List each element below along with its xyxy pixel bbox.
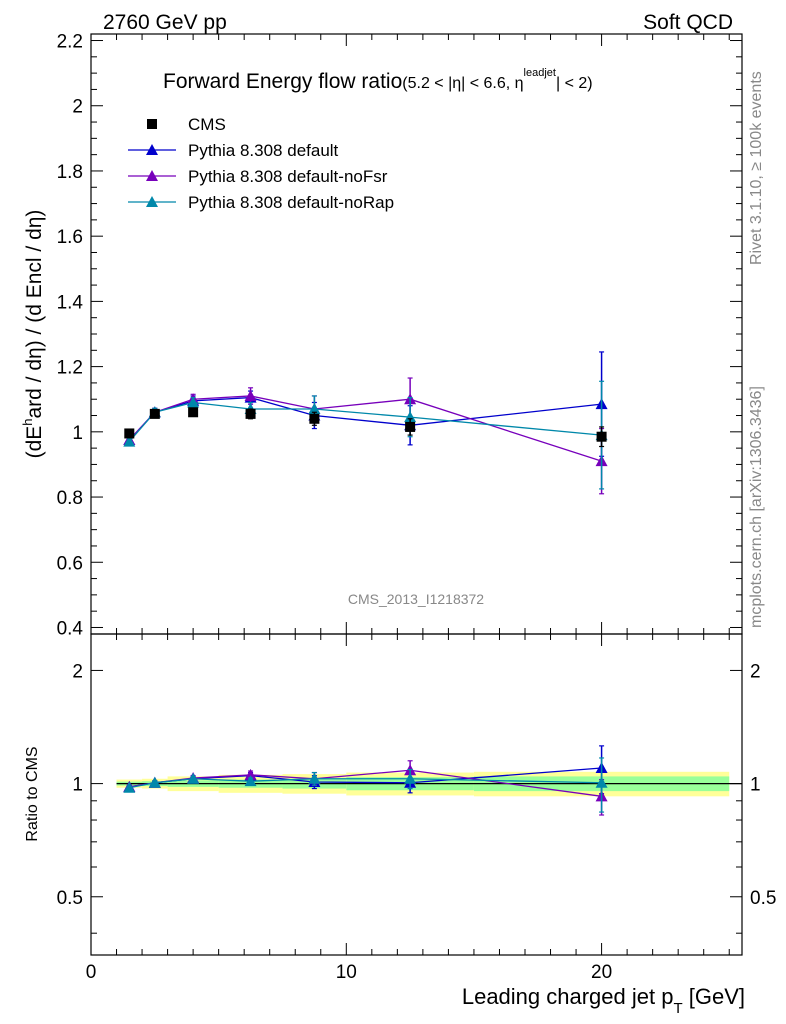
ratio-y-tick-label: 0.5 — [57, 888, 83, 909]
data-point — [149, 408, 160, 419]
data-point — [245, 408, 256, 419]
y-tick-label: 0.6 — [57, 553, 83, 574]
x-axis-label: Leading charged jet pT [GeV] — [462, 984, 745, 1017]
ratio-y-tick-label-right: 0.5 — [750, 888, 776, 909]
series-0 — [124, 407, 607, 448]
x-tick-label: 20 — [591, 962, 612, 983]
legend-label: Pythia 8.308 default-noFsr — [188, 167, 388, 186]
data-point — [123, 435, 136, 447]
data-point — [309, 413, 320, 424]
y-tick-label: 1 — [72, 423, 83, 444]
ratio-data-point — [123, 781, 136, 793]
y-tick-label: 0.4 — [57, 618, 84, 639]
ratio-data-point — [148, 776, 161, 788]
x-tick-label: 0 — [86, 962, 97, 983]
data-point — [188, 407, 199, 418]
x-tick-label: 10 — [336, 962, 357, 983]
ratio-data-point — [404, 772, 417, 784]
legend-entry: CMS — [147, 115, 226, 134]
ratio-panel: 0.5 0.51 12 20 10 20 Ratio to CMS Leading cha… — [24, 633, 776, 1017]
y-tick-label: 1.6 — [57, 227, 83, 248]
rivet-label: Rivet 3.1.10, ≥ 100k events — [748, 71, 765, 265]
legend-marker — [147, 119, 157, 129]
legend: CMS Pythia 8.308 default Pythia 8.308 defa… — [128, 115, 394, 212]
data-point — [404, 411, 417, 423]
ratio-data-point — [244, 768, 257, 780]
legend-marker — [146, 170, 158, 181]
y-tick-label: 2 — [72, 97, 83, 118]
series-2 — [123, 377, 608, 495]
data-point — [124, 428, 135, 439]
legend-entry: Pythia 8.308 default-noRap — [128, 193, 394, 212]
data-point — [405, 421, 416, 432]
legend-marker — [146, 196, 158, 207]
y-tick-label: 2.2 — [57, 32, 83, 53]
data-point — [308, 403, 321, 414]
ratio-data-point — [595, 776, 608, 788]
main-ylabel: (dEhard / dη) / (d Encl / dη) — [20, 210, 46, 459]
main-panel: 0.4 0.6 0.8 1 1.2 1.4 1.6 1.8 2 2.2 Forward Energ… — [20, 32, 743, 639]
legend-label: Pythia 8.308 default-noRap — [188, 193, 394, 212]
header-right: Soft QCD — [643, 11, 733, 34]
legend-entry: Pythia 8.308 default — [128, 141, 339, 160]
data-point — [187, 396, 200, 408]
ratio-data-point — [308, 772, 321, 784]
y-tick-label: 1.2 — [57, 358, 83, 379]
ratio-ylabel: Ratio to CMS — [24, 746, 41, 841]
ratio-frame — [90, 633, 743, 956]
ratio-y-tick-label: 1 — [72, 775, 83, 796]
y-tick-label: 1.8 — [57, 162, 83, 183]
series-3 — [123, 380, 608, 490]
ratio-data-point — [244, 775, 257, 787]
analysis-watermark: CMS_2013_I1218372 — [348, 591, 484, 607]
y-tick-label: 1.4 — [57, 292, 84, 313]
ratio-data-point — [187, 772, 200, 784]
data-point — [596, 431, 607, 442]
main-title: Forward Energy flow ratio(5.2 < |η| < 6.… — [163, 67, 593, 93]
ratio-y-tick-label-right: 2 — [750, 661, 761, 682]
legend-entry: Pythia 8.308 default-noFsr — [128, 167, 388, 186]
header-left: 2760 GeV pp — [103, 11, 227, 34]
series-line — [128, 401, 602, 443]
legend-label: CMS — [188, 115, 226, 134]
ratio-series-2 — [123, 757, 608, 813]
data-point — [244, 389, 257, 401]
legend-label: Pythia 8.308 default — [188, 141, 339, 160]
legend-marker — [146, 144, 158, 155]
ratio-y-tick-label: 2 — [72, 661, 83, 682]
y-tick-label: 0.8 — [57, 488, 83, 509]
ratio-y-tick-label-right: 1 — [750, 775, 761, 796]
mcplots-label: mcplots.cern.ch [arXiv:1306.3436] — [748, 386, 765, 628]
